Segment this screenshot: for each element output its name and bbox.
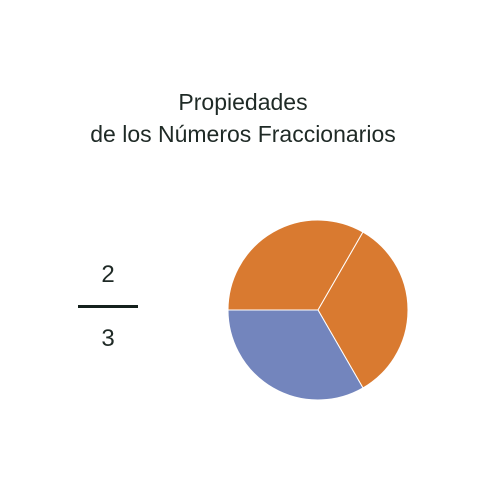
fraction: 2 3 (76, 258, 140, 356)
pie-slice-empty (227, 309, 364, 401)
page-title: Propiedades de los Números Fraccionarios (0, 86, 486, 150)
fraction-pie (227, 219, 409, 401)
title-line-2: de los Números Fraccionarios (90, 121, 396, 147)
pie-slice-filled (317, 231, 409, 389)
fraction-numerator: 2 (101, 261, 115, 288)
pie-slice-filled (227, 219, 364, 311)
fraction-bar (78, 305, 138, 308)
title-line-1: Propiedades (178, 89, 308, 115)
fraction-denominator: 3 (101, 325, 115, 352)
